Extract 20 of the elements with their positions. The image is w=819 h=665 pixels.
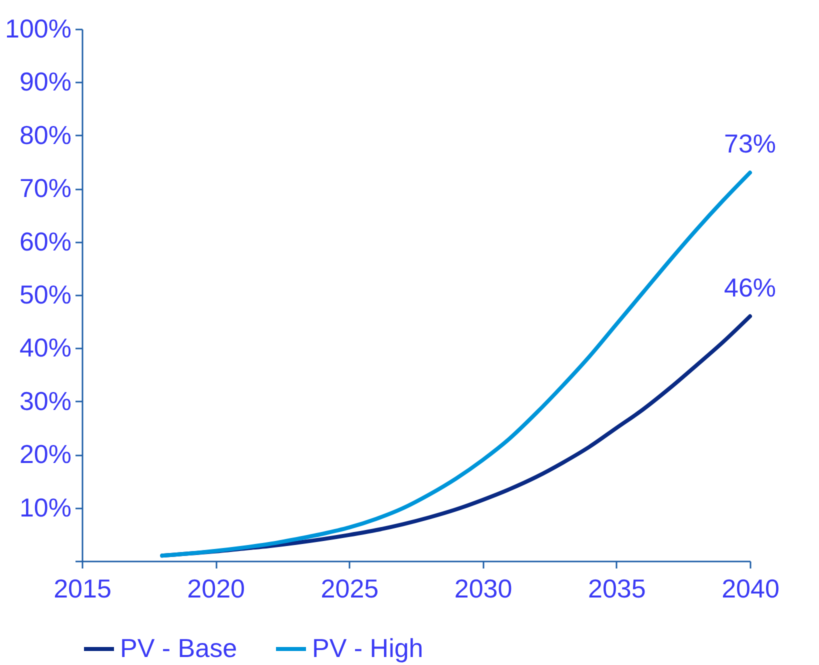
x-tick-label: 2040 — [722, 574, 780, 604]
y-tick-label: 10% — [19, 492, 72, 522]
y-tick-label: 30% — [19, 386, 72, 416]
legend-label: PV - Base — [120, 633, 238, 663]
x-tick-label: 2030 — [454, 574, 512, 604]
y-tick-label: 60% — [19, 226, 72, 256]
legend-label: PV - High — [312, 633, 424, 663]
y-tick-label: 90% — [19, 66, 72, 97]
data-label: 46% — [724, 272, 776, 302]
x-tick-label: 2020 — [187, 574, 246, 604]
x-tick-label: 2035 — [588, 574, 646, 604]
y-tick-label: 70% — [19, 173, 72, 204]
x-tick-label: 2025 — [320, 574, 379, 604]
y-tick-label: 20% — [19, 439, 72, 470]
y-tick-label: 40% — [19, 332, 72, 363]
y-tick-label: 50% — [19, 280, 72, 310]
data-label: 73% — [724, 128, 776, 159]
y-tick-label: 80% — [19, 120, 72, 150]
x-tick-label: 2015 — [54, 574, 112, 604]
y-tick-label: 100% — [5, 14, 72, 44]
